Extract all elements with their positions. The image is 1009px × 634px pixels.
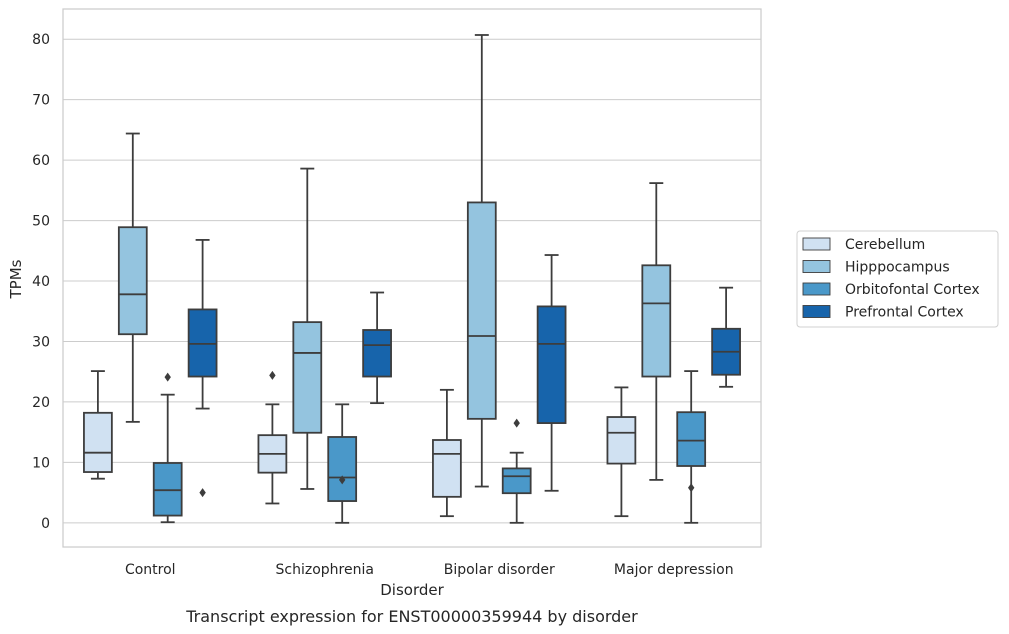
y-tick-label: 20 xyxy=(32,395,50,411)
box-body xyxy=(536,305,567,424)
box-cerebellum xyxy=(606,386,637,518)
outlier-point xyxy=(199,488,206,498)
legend-label: Cerebellum xyxy=(845,237,925,253)
box-hipppocampus xyxy=(466,34,497,488)
box-prefrontal-cortex xyxy=(362,291,392,405)
box-groups xyxy=(83,34,741,524)
y-tick-label: 30 xyxy=(32,334,50,350)
box-body xyxy=(606,416,637,465)
box-body xyxy=(187,308,218,378)
box-body xyxy=(117,226,148,336)
outlier-point xyxy=(688,483,695,493)
figure-caption: Transcript expression for ENST0000035994… xyxy=(185,607,638,626)
box-cerebellum xyxy=(432,388,462,518)
box-prefrontal-cortex xyxy=(536,254,567,492)
y-tick-label: 50 xyxy=(32,214,50,230)
box-body xyxy=(327,436,358,502)
box-body xyxy=(152,462,183,517)
plot-frame xyxy=(62,8,762,548)
box-cerebellum xyxy=(257,370,288,505)
box-cerebellum xyxy=(83,370,113,480)
y-tick-label: 40 xyxy=(32,274,50,290)
box-orbitofontal-cortex xyxy=(501,418,532,524)
outlier-point xyxy=(513,418,520,428)
outlier-point xyxy=(164,372,171,382)
x-tick-label: Schizophrenia xyxy=(276,562,374,578)
box-prefrontal-cortex xyxy=(711,286,741,388)
legend-swatch xyxy=(802,305,831,318)
plot-border xyxy=(62,8,762,548)
y-tick-labels: 0 10 20 30 40 50 60 70 80 xyxy=(32,32,50,532)
box-body xyxy=(292,321,323,434)
outlier-point xyxy=(269,370,276,380)
legend: Cerebellum Hipppocampus Orbitofontal Corte… xyxy=(796,230,999,328)
x-tick-label: Major depression xyxy=(614,562,734,578)
y-axis-label: TPMs xyxy=(7,259,25,299)
box-orbitofontal-cortex xyxy=(676,370,707,524)
box-body xyxy=(501,467,532,495)
box-body xyxy=(466,201,497,420)
y-tick-label: 80 xyxy=(32,32,50,48)
x-axis-label: Disorder xyxy=(380,581,444,599)
legend-item: Orbitofontal Cortex xyxy=(802,282,980,298)
box-body xyxy=(362,329,392,378)
legend-label: Prefrontal Cortex xyxy=(845,305,964,321)
legend-item: Hipppocampus xyxy=(802,260,950,276)
box-hipppocampus xyxy=(292,167,323,490)
legend-item: Prefrontal Cortex xyxy=(802,305,964,321)
box-body xyxy=(432,439,462,498)
y-gridlines xyxy=(63,38,761,524)
box-prefrontal-cortex xyxy=(187,239,218,498)
legend-swatch xyxy=(802,237,831,251)
box-orbitofontal-cortex xyxy=(327,403,358,524)
y-tick-label: 60 xyxy=(32,153,50,169)
box-hipppocampus xyxy=(117,132,148,423)
box-body xyxy=(641,264,672,378)
legend-swatch xyxy=(802,260,831,273)
y-tick-label: 70 xyxy=(32,93,50,109)
box-hipppocampus xyxy=(641,182,672,481)
legend-box xyxy=(796,230,999,328)
legend-label: Hipppocampus xyxy=(845,260,950,276)
x-tick-label: Control xyxy=(125,562,176,578)
x-tick-labels: Control Schizophrenia Bipolar disorder Majo… xyxy=(125,562,734,578)
outlier-point xyxy=(339,475,346,485)
x-tick-label: Bipolar disorder xyxy=(444,562,555,578)
legend-label: Orbitofontal Cortex xyxy=(845,282,980,298)
box-body xyxy=(676,411,707,467)
legend-item: Cerebellum xyxy=(802,237,925,253)
box-body xyxy=(83,411,113,473)
box-orbitofontal-cortex xyxy=(152,372,183,524)
y-tick-label: 0 xyxy=(41,516,50,532)
legend-swatch xyxy=(802,282,831,296)
y-tick-label: 10 xyxy=(32,455,50,471)
